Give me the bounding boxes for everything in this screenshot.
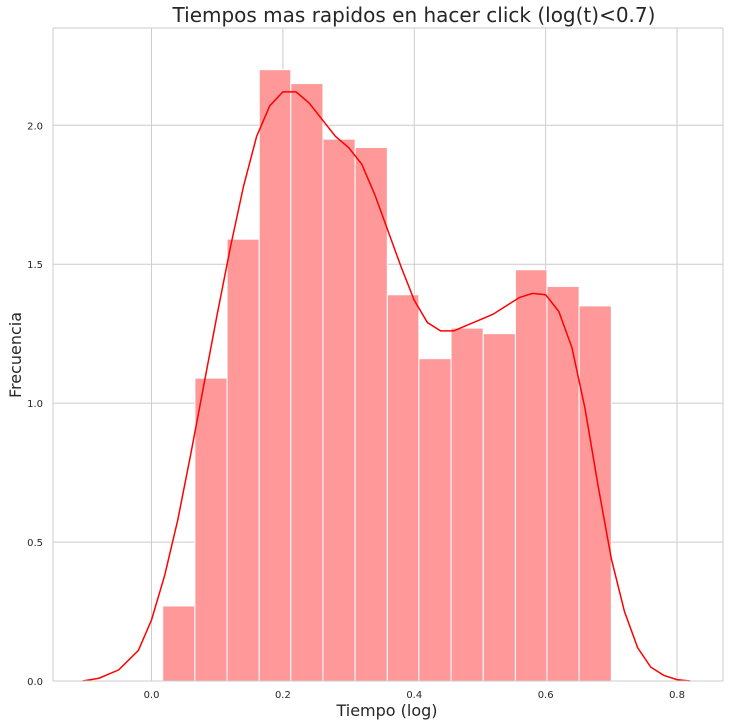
x-tick-label: 0.6 (538, 690, 554, 701)
histogram-bar (418, 358, 452, 682)
histogram-bar (482, 333, 516, 682)
y-axis-label: Frecuencia (6, 312, 25, 398)
histogram-bar (386, 294, 420, 682)
kde-curve (82, 91, 691, 682)
histogram-bar (322, 138, 356, 682)
y-tick-label: 1.0 (27, 399, 43, 410)
histogram-bar (290, 83, 324, 682)
histogram-bar (514, 269, 548, 682)
histogram-bar (258, 69, 292, 682)
x-axis-label: Tiempo (log) (335, 701, 437, 720)
x-tick-label: 0.2 (275, 690, 291, 701)
x-tick-label: 0.8 (669, 690, 685, 701)
histogram-bar (194, 377, 228, 682)
histogram-bar (226, 238, 260, 682)
x-tick-label: 0.4 (406, 690, 422, 701)
histogram-bar (162, 605, 196, 682)
y-tick-label: 2.0 (27, 121, 43, 132)
histogram-bar (546, 285, 580, 682)
histogram-bars (162, 69, 612, 682)
chart-title: Tiempos mas rapidos en hacer click (log(… (172, 3, 656, 27)
y-tick-label: 0.0 (27, 677, 43, 688)
y-tick-label: 1.5 (27, 260, 43, 271)
y-tick-labels: 0.0 0.5 1.0 1.5 2.0 (27, 121, 43, 688)
x-tick-labels: 0.0 0.2 0.4 0.6 0.8 (144, 690, 685, 701)
histogram-bar (354, 146, 388, 682)
y-tick-label: 0.5 (27, 538, 43, 549)
histogram-bar (450, 327, 484, 682)
plot-frame (52, 27, 724, 682)
x-tick-label: 0.0 (144, 690, 160, 701)
histogram-bar (578, 305, 612, 682)
